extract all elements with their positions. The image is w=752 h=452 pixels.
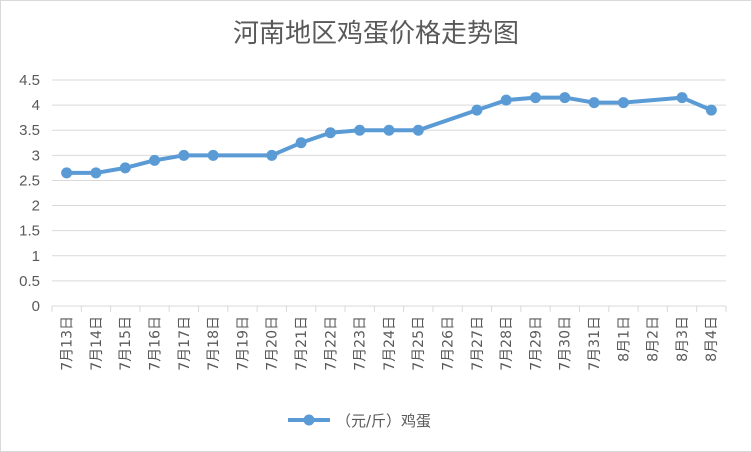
data-point (90, 167, 102, 179)
x-tick-label: 7月28日 (499, 316, 515, 371)
data-point (588, 97, 600, 109)
y-tick-label: 0.5 (19, 273, 40, 290)
y-axis-ticks: 0 0.5 1 1.5 2 2.5 3 3.5 4 4.5 (19, 72, 40, 315)
data-point (412, 124, 424, 136)
data-point (119, 162, 131, 174)
x-tick-label: 7月23日 (353, 316, 369, 371)
x-tick-label: 8月2日 (646, 316, 662, 362)
data-point (149, 154, 161, 166)
x-tick-label: 7月15日 (118, 316, 134, 371)
x-tick-label: 7月29日 (528, 316, 544, 371)
data-point (500, 94, 512, 106)
y-tick-label: 4 (32, 97, 40, 114)
x-tick-label: 7月18日 (206, 316, 222, 371)
x-tick-label: 7月24日 (382, 316, 398, 371)
data-point (383, 124, 395, 136)
x-tick-label: 7月21日 (294, 316, 310, 371)
y-tick-label: 2 (32, 198, 40, 215)
data-point (354, 124, 366, 136)
data-point (207, 149, 219, 161)
x-tick-label: 7月16日 (147, 316, 163, 371)
y-tick-label: 4.5 (19, 72, 40, 89)
data-point (295, 137, 307, 149)
data-point (324, 127, 336, 139)
y-tick-label: 1 (32, 248, 40, 265)
x-tick-label: 7月26日 (441, 316, 457, 371)
data-point (705, 104, 717, 116)
data-point (676, 92, 688, 104)
x-tick-label: 7月19日 (235, 316, 251, 371)
legend: （元/斤）鸡蛋 (288, 412, 431, 430)
data-point (559, 92, 571, 104)
series-group (61, 92, 717, 179)
y-tick-label: 1.5 (19, 223, 40, 240)
data-point (178, 149, 190, 161)
data-point (530, 92, 542, 104)
x-axis: 7月13日 7月14日 7月15日 7月16日 7月17日 7月18日 7月19日 7月20日… (51, 305, 727, 371)
x-tick-label: 8月4日 (704, 316, 720, 362)
y-tick-label: 3 (32, 147, 40, 164)
data-point (266, 149, 278, 161)
y-tick-label: 0 (32, 298, 40, 315)
y-tick-label: 3.5 (19, 122, 40, 139)
y-tick-label: 2.5 (19, 172, 40, 189)
x-tick-label: 7月13日 (60, 316, 76, 371)
x-tick-label: 7月30日 (558, 316, 574, 371)
gridlines (52, 79, 726, 282)
x-tick-label: 7月14日 (89, 316, 105, 371)
legend-marker-swatch (303, 414, 315, 426)
data-point (471, 104, 483, 116)
x-tick-label: 7月25日 (411, 316, 427, 371)
x-tick-label: 7月31日 (587, 316, 603, 371)
x-tick-label: 8月1日 (616, 316, 632, 362)
x-tick-label: 7月22日 (323, 316, 339, 371)
data-point (617, 97, 629, 109)
x-tick-label: 7月20日 (265, 316, 281, 371)
x-tick-label: 7月27日 (470, 316, 486, 371)
data-point (61, 167, 73, 179)
legend-label: （元/斤）鸡蛋 (336, 412, 431, 430)
x-tick-label: 7月17日 (177, 316, 193, 371)
x-tick-label: 8月3日 (675, 316, 691, 362)
chart-title: 河南地区鸡蛋价格走势图 (233, 19, 519, 49)
